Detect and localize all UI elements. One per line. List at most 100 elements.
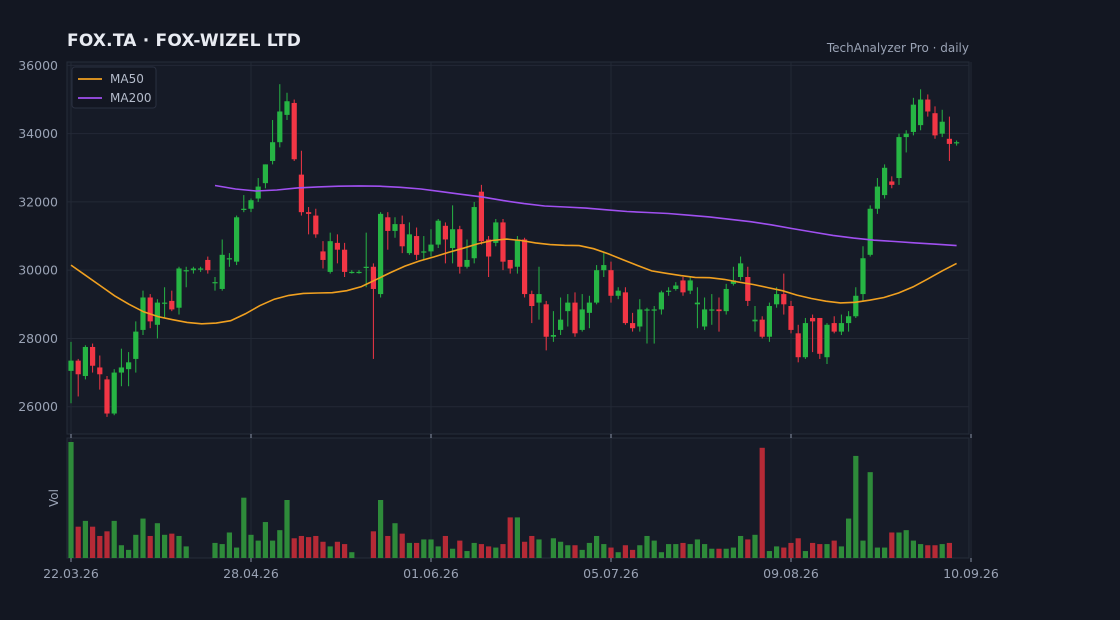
candle-body xyxy=(565,302,571,312)
candle-body xyxy=(464,259,470,267)
candle-body xyxy=(334,242,340,250)
candle-body xyxy=(666,290,672,292)
volume-bar xyxy=(97,535,103,558)
candle-body xyxy=(421,251,427,253)
candle-body xyxy=(680,280,686,293)
candle-body xyxy=(183,270,189,272)
candle-body xyxy=(162,302,168,304)
volume-bar xyxy=(586,542,592,558)
volume-bar xyxy=(334,541,340,558)
candle-body xyxy=(349,271,355,274)
candle-body xyxy=(874,186,880,209)
volume-bar xyxy=(622,545,628,558)
candle-body xyxy=(277,111,283,143)
candle-body xyxy=(954,142,960,144)
y-tick-label: 30000 xyxy=(18,263,58,278)
candle-body xyxy=(97,367,103,375)
candle-body xyxy=(205,259,211,271)
volume-bar xyxy=(514,517,520,558)
candle-body xyxy=(327,241,333,272)
volume-bar xyxy=(162,534,168,558)
volume-bar xyxy=(234,547,240,558)
y-tick-label: 34000 xyxy=(18,126,58,141)
candle-body xyxy=(608,270,614,296)
volume-bar xyxy=(903,530,909,558)
candle-body xyxy=(795,333,801,358)
volume-bar xyxy=(154,523,160,558)
candle-body xyxy=(90,346,96,366)
candle-body xyxy=(342,249,348,272)
candle-body xyxy=(212,282,218,284)
candle-body xyxy=(896,137,902,179)
candle-body xyxy=(810,317,816,322)
candle-body xyxy=(601,265,607,271)
candle-body xyxy=(846,316,852,324)
volume-bar xyxy=(522,541,528,558)
volume-bar xyxy=(630,549,636,558)
volume-bar xyxy=(284,500,290,558)
volume-bar xyxy=(824,544,830,558)
volume-bar xyxy=(140,518,146,558)
volume-bar xyxy=(781,547,787,558)
volume-bar xyxy=(68,442,74,558)
candle-body xyxy=(370,266,376,289)
candle-body xyxy=(284,101,290,115)
source-label: TechAnalyzer Pro · daily xyxy=(826,41,969,55)
candle-body xyxy=(176,268,182,308)
volume-bar xyxy=(788,542,794,558)
volume-bar xyxy=(147,535,153,558)
y-tick-label: 32000 xyxy=(18,194,58,209)
volume-bar xyxy=(104,531,110,558)
volume-bar xyxy=(860,540,866,558)
candle-body xyxy=(486,239,492,257)
volume-bar xyxy=(882,547,888,558)
volume-bar xyxy=(529,535,535,558)
volume-bar xyxy=(342,544,348,558)
candle-body xyxy=(154,302,160,325)
ma200-line xyxy=(214,184,957,247)
candle-body xyxy=(817,317,823,354)
candle-body xyxy=(414,236,420,255)
candle-body xyxy=(723,288,729,312)
volume-bar xyxy=(817,544,823,558)
candle-body xyxy=(709,309,715,311)
candle-body xyxy=(219,254,225,289)
volume-bar xyxy=(399,533,405,558)
candle-body xyxy=(428,244,434,252)
candle-body xyxy=(169,300,175,310)
candle-body xyxy=(889,181,895,185)
candle-body xyxy=(586,302,592,313)
candle-body xyxy=(313,215,319,235)
volume-bar xyxy=(464,551,470,558)
candle-body xyxy=(471,207,477,259)
candle-body xyxy=(543,304,549,337)
candle-body xyxy=(745,277,751,301)
y-tick-label: 36000 xyxy=(18,58,58,73)
candle-body xyxy=(687,280,693,291)
volume-bar xyxy=(176,535,182,558)
volume-bar xyxy=(694,539,700,558)
candle-body xyxy=(478,191,484,242)
candle-body xyxy=(270,142,276,161)
volume-bar xyxy=(349,552,355,558)
volume-bar xyxy=(298,535,304,558)
volume-bar xyxy=(572,545,578,558)
candle-body xyxy=(860,258,866,295)
candle-body xyxy=(637,309,643,327)
candle-body xyxy=(615,290,621,296)
candle-body xyxy=(572,302,578,334)
candle-body xyxy=(291,102,297,160)
candle-body xyxy=(579,309,585,330)
candle-body xyxy=(82,346,88,376)
candle-body xyxy=(752,319,758,322)
candle-body xyxy=(802,323,808,358)
candle-body xyxy=(298,174,304,213)
volume-bar xyxy=(896,532,902,558)
volume-bar xyxy=(687,544,693,558)
volume-bar xyxy=(118,545,124,558)
y-tick-label: 26000 xyxy=(18,399,58,414)
volume-bar xyxy=(867,472,873,558)
volume-bar xyxy=(478,544,484,558)
volume-bar xyxy=(846,518,852,558)
candle-body xyxy=(550,335,556,337)
